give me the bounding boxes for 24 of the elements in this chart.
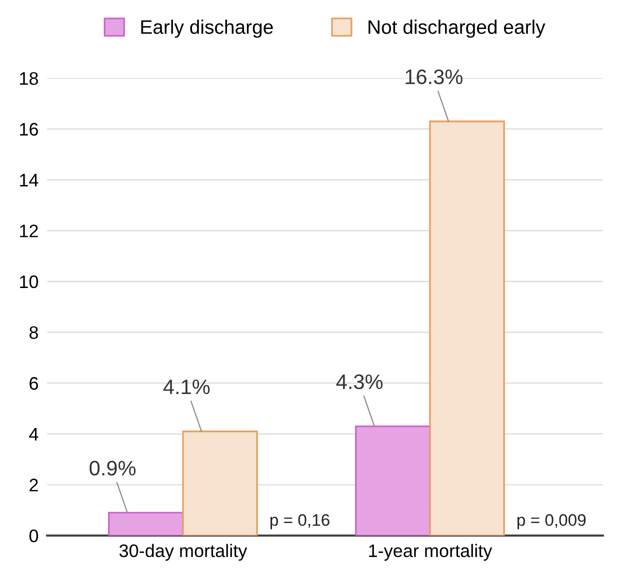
annotation: p = 0,16 bbox=[270, 514, 330, 530]
y-tick-label: 14 bbox=[20, 174, 38, 186]
y-tick-label: 0 bbox=[29, 530, 38, 542]
bar bbox=[429, 120, 505, 536]
legend-label: Not discharged early bbox=[368, 20, 546, 38]
x-tick-label: 30-day mortality bbox=[119, 544, 248, 561]
annotation: p = 0,009 bbox=[518, 514, 586, 530]
y-tick-label: 8 bbox=[30, 326, 38, 339]
y-tick-label: 18 bbox=[20, 72, 38, 85]
y-tick-label: 10 bbox=[20, 275, 38, 288]
data-label: 0.9% bbox=[90, 460, 136, 476]
bar bbox=[108, 512, 184, 536]
data-label: 16.3% bbox=[406, 69, 462, 84]
bar bbox=[182, 430, 258, 536]
y-tick-label: 4 bbox=[29, 428, 38, 440]
legend-label: Early discharge bbox=[141, 20, 273, 38]
data-label: 4.1% bbox=[163, 380, 210, 394]
x-tick-label: 1-year mortality bbox=[369, 544, 492, 561]
bar bbox=[355, 425, 431, 536]
y-tick-label: 6 bbox=[30, 377, 38, 390]
y-tick-label: 16 bbox=[20, 122, 38, 136]
data-label: 4.3% bbox=[336, 374, 383, 390]
y-tick-label: 2 bbox=[30, 478, 38, 492]
y-tick-label: 12 bbox=[20, 224, 38, 238]
